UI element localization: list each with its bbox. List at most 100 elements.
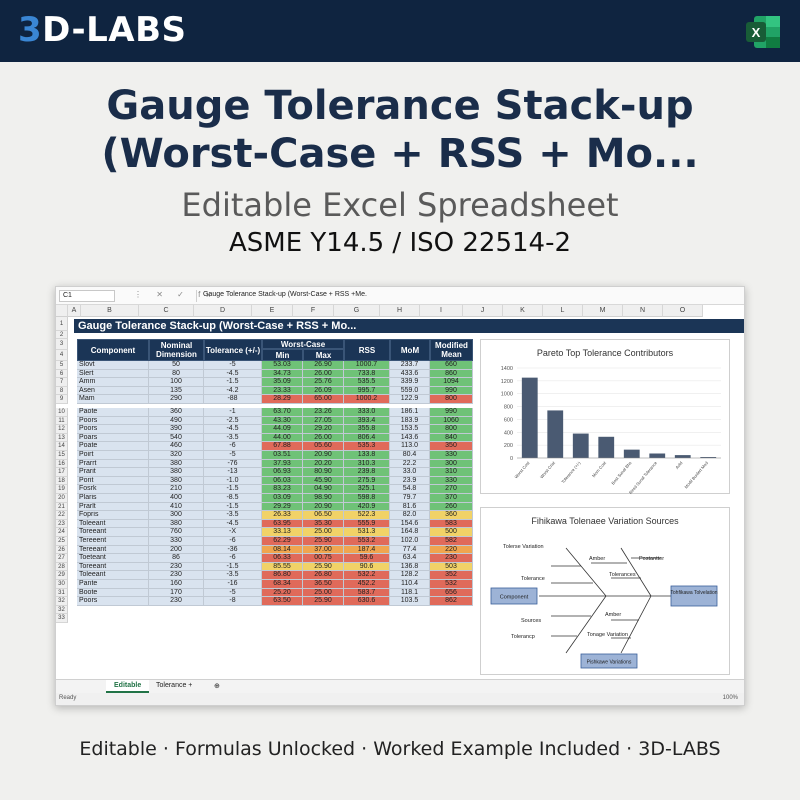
table-cell-min[interactable]: 44.09 (262, 425, 303, 434)
table-cell-min[interactable]: 03.51 (262, 451, 303, 460)
row-header-17[interactable]: 17 (56, 468, 68, 477)
table-cell-tol[interactable]: -5 (204, 451, 262, 460)
table-cell-max[interactable]: 25.90 (303, 562, 344, 572)
table-cell-rss[interactable]: 555.9 (344, 519, 390, 529)
table-cell-mm[interactable]: 352 (430, 571, 473, 580)
table-cell-rss[interactable]: 420.9 (344, 502, 390, 512)
table-cell-rss[interactable]: 333.0 (344, 408, 390, 417)
table-cell-mm[interactable]: 990 (430, 386, 473, 396)
table-cell-c[interactable]: Fosrk (77, 485, 149, 494)
table-cell-mom[interactable]: 154.6 (390, 519, 430, 529)
table-cell-c[interactable]: Toleeant (77, 519, 149, 529)
table-cell-min[interactable]: 23.33 (262, 386, 303, 396)
table-cell-max[interactable]: 35.30 (303, 519, 344, 529)
table-cell-min[interactable]: 63.95 (262, 519, 303, 529)
table-cell-tol[interactable]: -3.5 (204, 571, 262, 580)
table-cell-mm[interactable]: 1094 (430, 378, 473, 387)
table-cell-min[interactable]: 35.09 (262, 378, 303, 387)
table-cell-tol[interactable]: -4.5 (204, 369, 262, 379)
table-cell-min[interactable]: 33.13 (262, 528, 303, 537)
column-header-d[interactable]: D (194, 305, 252, 317)
table-cell-c[interactable]: Poors (77, 597, 149, 606)
table-cell-c[interactable]: Boote (77, 588, 149, 598)
row-header-10[interactable]: 10 (56, 408, 68, 417)
table-cell-c[interactable]: Fopris (77, 511, 149, 520)
table-cell-max[interactable]: 25.90 (303, 537, 344, 546)
table-cell-max[interactable]: 26.80 (303, 571, 344, 580)
table-cell-max[interactable]: 26.00 (303, 433, 344, 443)
table-cell-c[interactable]: Poate (77, 442, 149, 451)
table-cell-mom[interactable]: 103.5 (390, 597, 430, 606)
table-cell-mom[interactable]: 118.1 (390, 588, 430, 598)
table-cell-mom[interactable]: 559.0 (390, 386, 430, 396)
table-cell-nom[interactable]: 380 (149, 459, 204, 469)
table-cell-min[interactable]: 26.33 (262, 511, 303, 520)
table-cell-tol[interactable]: -1.5 (204, 562, 262, 572)
table-cell-mm[interactable]: 300 (430, 459, 473, 469)
table-cell-tol[interactable]: -4.5 (204, 425, 262, 434)
table-cell-max[interactable]: 65.00 (303, 395, 344, 404)
column-header-a[interactable]: A (68, 305, 81, 317)
row-header-14[interactable]: 14 (56, 442, 68, 451)
table-cell-nom[interactable]: 135 (149, 386, 204, 396)
table-cell-mom[interactable]: 54.8 (390, 485, 430, 494)
table-cell-c[interactable]: Toreeant (77, 528, 149, 537)
row-header-32[interactable]: 32 (56, 597, 68, 606)
table-cell-rss[interactable]: 90.6 (344, 562, 390, 572)
column-header-i[interactable]: I (420, 305, 463, 317)
table-cell-tol[interactable]: -8 (204, 597, 262, 606)
table-cell-mom[interactable]: 80.4 (390, 451, 430, 460)
table-cell-rss[interactable]: 583.7 (344, 588, 390, 598)
table-cell-mom[interactable]: 164.8 (390, 528, 430, 537)
select-all-corner[interactable] (56, 305, 68, 317)
table-cell-min[interactable]: 29.29 (262, 502, 303, 512)
table-cell-mm[interactable]: 660 (430, 361, 473, 370)
table-cell-tol[interactable]: -1.5 (204, 502, 262, 512)
table-cell-min[interactable]: 63.70 (262, 408, 303, 417)
table-cell-min[interactable]: 68.34 (262, 580, 303, 589)
column-header-m[interactable]: M (583, 305, 623, 317)
table-cell-max[interactable]: 26.00 (303, 369, 344, 379)
table-cell-nom[interactable]: 80 (149, 369, 204, 379)
table-cell-min[interactable]: 25.20 (262, 588, 303, 598)
table-cell-mom[interactable]: 102.0 (390, 537, 430, 546)
table-cell-rss[interactable]: 1000.7 (344, 361, 390, 370)
table-cell-max[interactable]: 80.90 (303, 468, 344, 477)
sheet-title[interactable]: Gauge Tolerance Stack-up (Worst-Case + R… (74, 319, 744, 333)
table-cell-min[interactable]: 44.00 (262, 433, 303, 443)
table-cell-mm[interactable]: 800 (430, 395, 473, 404)
row-header-25[interactable]: 25 (56, 537, 68, 546)
column-header-h[interactable]: H (380, 305, 420, 317)
table-cell-c[interactable]: Paote (77, 408, 149, 417)
tab-tolerance[interactable]: Tolerance + (156, 682, 193, 689)
table-cell-nom[interactable]: 390 (149, 425, 204, 434)
table-cell-tol[interactable]: -2.5 (204, 416, 262, 426)
row-header-23[interactable]: 23 (56, 519, 68, 529)
table-cell-c[interactable]: Slert (77, 369, 149, 379)
tab-editable[interactable]: Editable (106, 680, 150, 693)
table-cell-c[interactable]: Toreeant (77, 562, 149, 572)
table-cell-rss[interactable]: 553.2 (344, 537, 390, 546)
table-cell-mom[interactable]: 63.4 (390, 554, 430, 563)
table-cell-max[interactable]: 06.50 (303, 511, 344, 520)
table-cell-min[interactable]: 86.80 (262, 571, 303, 580)
column-header-g[interactable]: G (334, 305, 380, 317)
column-header-o[interactable]: O (663, 305, 703, 317)
row-header-24[interactable]: 24 (56, 528, 68, 537)
table-cell-nom[interactable]: 760 (149, 528, 204, 537)
row-header-15[interactable]: 15 (56, 451, 68, 460)
row-header-33[interactable]: 33 (56, 614, 68, 623)
table-cell-rss[interactable]: 532.2 (344, 571, 390, 580)
table-cell-rss[interactable]: 59.6 (344, 554, 390, 563)
column-header-k[interactable]: K (503, 305, 543, 317)
table-cell-nom[interactable]: 230 (149, 597, 204, 606)
table-cell-nom[interactable]: 490 (149, 416, 204, 426)
table-cell-tol[interactable]: -5 (204, 361, 262, 370)
table-cell-min[interactable]: 85.55 (262, 562, 303, 572)
zoom-level[interactable]: 100% (722, 695, 738, 701)
row-header-1[interactable]: 1 (56, 317, 68, 331)
row-header-13[interactable]: 13 (56, 433, 68, 443)
table-cell-min[interactable]: 67.88 (262, 442, 303, 451)
table-cell-c[interactable]: Prarit (77, 468, 149, 477)
table-cell-nom[interactable]: 200 (149, 545, 204, 555)
